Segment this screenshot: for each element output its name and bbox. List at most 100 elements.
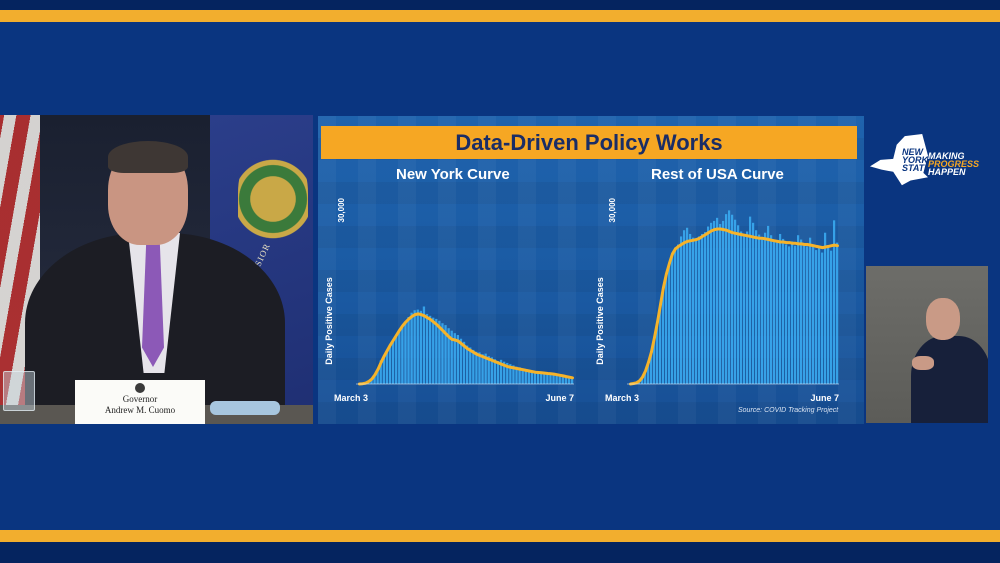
chart-curve	[629, 227, 839, 386]
chart-bar	[567, 378, 571, 384]
chart-bar	[761, 237, 764, 384]
chart-bar	[462, 341, 466, 384]
chart-bar	[779, 233, 782, 384]
chart-bar	[385, 351, 389, 384]
logo-state-name: NEW YORK STATE	[902, 147, 931, 173]
chart-bar	[398, 331, 401, 384]
chart-bar	[656, 322, 659, 384]
chart-bar	[493, 359, 497, 384]
chart-bar	[432, 317, 435, 384]
chart-bar	[641, 377, 644, 384]
chart-bar	[644, 370, 647, 384]
chart-x-start-label: March 3	[605, 393, 639, 403]
chart-bar	[683, 230, 686, 384]
chart-bar	[719, 224, 722, 384]
chart-bar	[549, 374, 552, 384]
chart-bar	[472, 349, 475, 384]
nameplate: Governor Andrew M. Cuomo	[75, 380, 205, 424]
chart-bar	[824, 232, 827, 384]
chart-bar	[395, 335, 398, 384]
chart-bar	[818, 246, 821, 384]
logo-word-new: NEW	[902, 147, 923, 157]
chart-bar	[791, 241, 794, 384]
interpreter-body	[911, 336, 988, 423]
chart-bar	[404, 322, 407, 384]
face-mask	[210, 401, 280, 415]
chart-bar	[373, 374, 376, 384]
usa-chart-title: Rest of USA Curve	[651, 166, 784, 183]
chart-bar	[815, 250, 818, 384]
chart-bar	[809, 237, 812, 384]
chart-bar	[546, 374, 549, 384]
chart-bar	[794, 245, 797, 384]
speaker-video-feed: EXCELSIOR Governor Andrew M. Cuomo	[0, 115, 313, 424]
nameplate-name: Andrew M. Cuomo	[104, 405, 176, 415]
chart-bar	[512, 365, 515, 384]
chart-bar	[453, 333, 456, 384]
chart-bar	[524, 369, 527, 384]
chart-bar	[647, 362, 650, 384]
chart-bar	[677, 244, 680, 384]
top-gold-stripe	[0, 10, 1000, 22]
chart-bar	[533, 371, 537, 384]
chart-bar	[770, 235, 773, 384]
chart-bar	[731, 214, 734, 384]
logo-word-state: STATE	[902, 163, 931, 173]
chart-bar	[686, 227, 689, 384]
chart-bar	[543, 373, 546, 384]
logo-word-york: YORK	[902, 155, 929, 165]
ny-flag-seal	[238, 145, 308, 265]
slide-title: Data-Driven Policy Works	[321, 126, 857, 159]
chart-bar	[806, 246, 809, 384]
chart-bar	[530, 370, 534, 384]
chart-bar	[466, 345, 469, 384]
chart-bar	[536, 372, 540, 384]
chart-bar	[692, 237, 695, 384]
chart-bar	[484, 353, 487, 384]
chart-bar	[441, 323, 444, 384]
chart-bar	[662, 287, 665, 384]
chart-bar	[456, 335, 460, 384]
chart-bar	[370, 379, 373, 384]
chart-bar	[830, 250, 833, 384]
chart-bar	[680, 236, 683, 384]
interpreter-video-feed	[866, 266, 988, 423]
chart-bar	[564, 377, 568, 384]
chart-x-end-label: June 7	[545, 393, 574, 403]
chart-bar	[728, 210, 731, 384]
chart-y-label: Daily Positive Cases	[595, 277, 605, 365]
chart-y-tick: 30,000	[337, 197, 346, 222]
charts-svg: Daily Positive Cases 30,000 March 3 June 7 D…	[324, 197, 839, 403]
chart-bar	[800, 239, 803, 384]
chart-bar	[668, 263, 671, 384]
top-dark-band	[0, 0, 1000, 10]
chart-bar	[481, 354, 484, 384]
chart-bar	[701, 233, 704, 384]
chart-x-start-label: March 3	[334, 393, 368, 403]
chart-bar	[410, 312, 413, 384]
chart-bar	[776, 242, 779, 384]
chart-bar	[752, 222, 755, 384]
chart-bar	[803, 243, 806, 384]
chart-bar	[788, 246, 791, 384]
speaker-hair	[108, 141, 188, 173]
chart-bar	[416, 309, 419, 384]
chart-bar	[674, 247, 677, 384]
chart-bar	[450, 330, 453, 384]
chart-bar	[469, 347, 472, 384]
chart-bar	[671, 253, 674, 384]
logo-slogan-happen: HAPPEN	[928, 167, 966, 177]
chart-bar	[833, 220, 836, 384]
chart-bar	[435, 318, 438, 384]
chart-bar	[755, 230, 758, 384]
chart-bar	[734, 219, 737, 384]
chart-bar	[413, 310, 416, 384]
logo-slogan-making: MAKING	[928, 151, 965, 161]
nameplate-title: Governor	[122, 394, 158, 404]
chart-bar	[475, 351, 478, 384]
chart-bar	[444, 325, 447, 384]
chart-bar	[653, 337, 656, 384]
chart-x-end-label: June 7	[810, 393, 839, 403]
chart-bar	[689, 233, 692, 384]
bottom-gold-stripe	[0, 530, 1000, 542]
